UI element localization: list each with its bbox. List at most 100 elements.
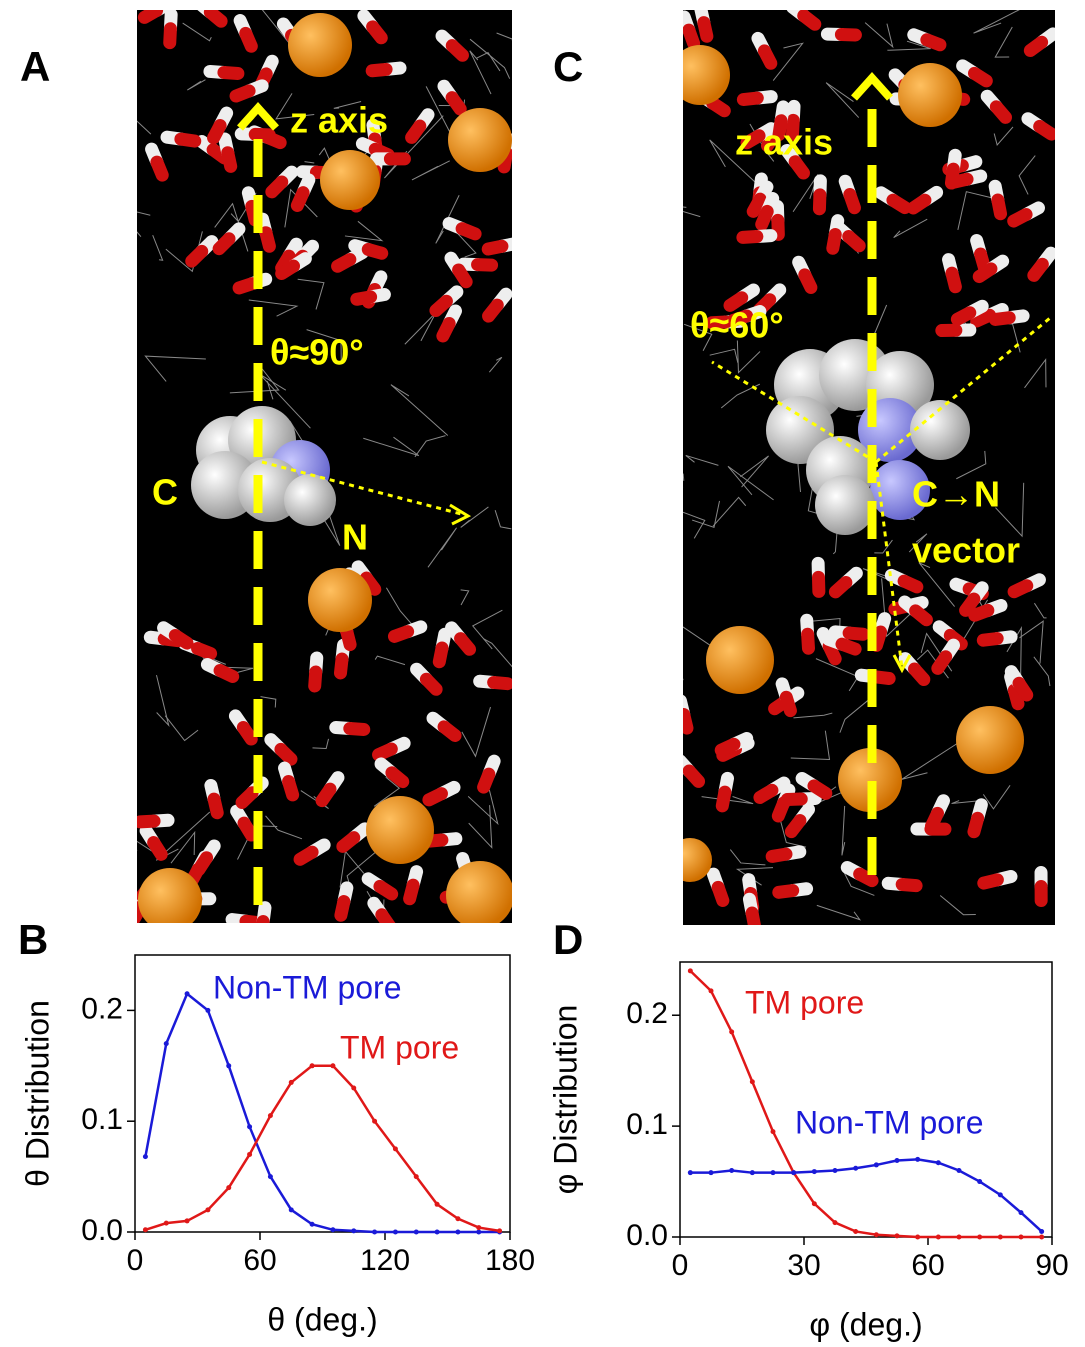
water (974, 247, 991, 274)
ion (288, 13, 352, 77)
data-point (729, 1167, 735, 1173)
panel-letter: C (553, 43, 583, 90)
water (365, 62, 393, 78)
water (213, 664, 240, 684)
water (746, 192, 767, 218)
water (753, 783, 779, 804)
backbone (825, 82, 860, 118)
data-point (770, 1170, 776, 1176)
water (828, 576, 853, 599)
data-point (226, 1185, 232, 1191)
series-label: Non-TM pore (213, 969, 402, 1005)
backbone (265, 815, 303, 840)
y-tick-label: 0.2 (626, 997, 668, 1030)
ion (683, 838, 712, 882)
arrow-head (449, 503, 472, 526)
panel-letter: A (20, 43, 50, 90)
backbone (727, 465, 774, 501)
x-tick-label: 60 (243, 1244, 276, 1277)
water (1033, 119, 1055, 141)
water (726, 309, 754, 327)
y-axis-label: θ Distribution (19, 1000, 55, 1187)
data-point (935, 1160, 941, 1166)
series-line (690, 1158, 1043, 1233)
backbone (792, 173, 819, 213)
backbone (496, 32, 512, 42)
water (293, 845, 319, 866)
water (868, 670, 896, 686)
water (221, 146, 238, 173)
water (736, 91, 764, 107)
data-point (977, 1234, 983, 1240)
data-point (1039, 1234, 1045, 1240)
water (683, 707, 694, 735)
water (779, 690, 797, 718)
water (248, 127, 276, 142)
backbone (435, 195, 460, 244)
backbone (790, 730, 831, 760)
water (968, 603, 995, 622)
water (256, 915, 270, 923)
data-point (351, 1085, 357, 1091)
water (715, 785, 732, 813)
data-point (894, 1233, 900, 1239)
x-axis-label: φ (deg.) (809, 1306, 922, 1342)
backbone (683, 487, 684, 489)
data-point (163, 1220, 169, 1226)
water (991, 193, 1008, 221)
water (755, 204, 774, 231)
water (437, 720, 462, 742)
water (372, 742, 398, 762)
water (236, 720, 258, 746)
water (477, 767, 496, 794)
data-point (853, 1228, 859, 1234)
plot-frame (679, 961, 1053, 1238)
backbone (297, 278, 325, 310)
water (235, 786, 259, 809)
water (1007, 579, 1034, 599)
vector-a (261, 460, 466, 517)
backbone (736, 340, 761, 374)
water (137, 10, 164, 24)
backbone (460, 589, 470, 606)
water (192, 851, 214, 876)
water (1012, 676, 1034, 702)
data-point (372, 1118, 378, 1124)
water (886, 193, 912, 215)
water (788, 155, 810, 180)
cone-line (711, 360, 877, 464)
backbone (460, 506, 489, 528)
y-tick-label: 0.2 (81, 992, 123, 1025)
ion (956, 706, 1024, 774)
backbone (260, 696, 277, 708)
water (207, 118, 227, 145)
backbone (155, 674, 170, 728)
ion (838, 748, 902, 812)
data-point (455, 1216, 461, 1222)
water (229, 84, 256, 103)
water (168, 628, 194, 650)
ion (138, 868, 202, 923)
backbone (333, 101, 362, 109)
data-point (956, 1167, 962, 1173)
water (403, 878, 420, 906)
backbone (165, 231, 203, 273)
ion (683, 45, 730, 105)
water (970, 308, 997, 328)
data-point (267, 1113, 273, 1119)
data-point (873, 1232, 879, 1238)
water (361, 242, 389, 260)
water (163, 22, 177, 50)
water (481, 239, 509, 256)
data-point (434, 1201, 440, 1207)
water (290, 186, 310, 212)
backbone (887, 40, 931, 51)
water (419, 672, 443, 696)
backbone (427, 527, 457, 568)
water (150, 10, 171, 18)
data-point (729, 1029, 735, 1035)
backbone (893, 218, 928, 238)
backbone (468, 805, 493, 849)
data-point (708, 988, 714, 994)
water (683, 764, 706, 788)
